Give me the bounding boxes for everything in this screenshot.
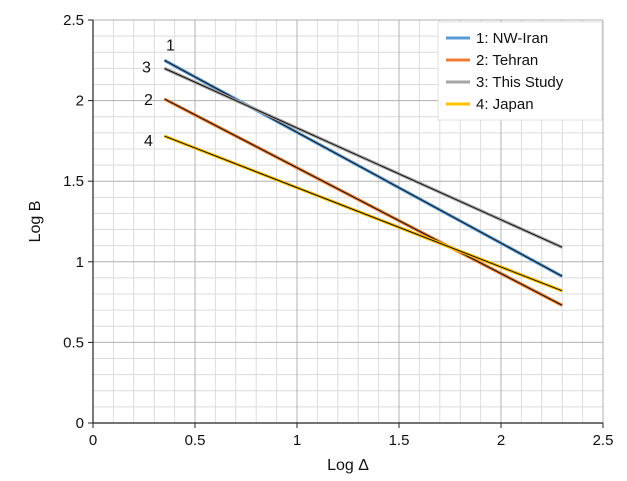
y-tick-label: 1 xyxy=(76,254,84,271)
y-tick-label: 1.5 xyxy=(63,173,84,190)
series-layer xyxy=(163,58,563,307)
series-line-core-4 xyxy=(164,135,563,292)
line-label-1: 1 xyxy=(166,37,175,54)
y-tick-label: 2.5 xyxy=(63,12,84,29)
legend-entry-4: 4: Japan xyxy=(476,96,534,113)
line-labels: 1 2 3 4 xyxy=(142,37,175,150)
tick-labels: 0 0.5 1 1.5 2 2.5 0 0.5 1 1.5 2 2.5 xyxy=(63,12,613,449)
x-axis-title: Log Δ xyxy=(327,457,369,474)
axes xyxy=(92,20,603,424)
legend-entry-3: 3: This Study xyxy=(476,74,564,91)
y-tick-label: 0.5 xyxy=(63,334,84,351)
line-label-3: 3 xyxy=(142,59,151,76)
x-tick-label: 1.5 xyxy=(389,432,410,449)
line-label-4: 4 xyxy=(144,133,153,150)
y-tick-label: 2 xyxy=(76,93,84,110)
x-tick-label: 2 xyxy=(497,432,505,449)
legend-entry-1: 1: NW-Iran xyxy=(476,30,548,47)
x-tick-label: 0 xyxy=(89,432,97,449)
x-tick-label: 0.5 xyxy=(185,432,206,449)
y-axis-title: Log B xyxy=(27,201,44,243)
line-label-2: 2 xyxy=(144,92,153,109)
series-line-core-2 xyxy=(164,98,563,306)
legend: 1: NW-Iran 2: Tehran 3: This Study 4: Japan xyxy=(437,21,603,121)
series-line-core-1 xyxy=(164,59,563,277)
series-line-core-3 xyxy=(164,67,563,248)
y-tick-label: 0 xyxy=(76,415,84,432)
x-tick-label: 1 xyxy=(293,432,301,449)
legend-entry-2: 2: Tehran xyxy=(476,52,538,69)
x-tick-label: 2.5 xyxy=(593,432,614,449)
